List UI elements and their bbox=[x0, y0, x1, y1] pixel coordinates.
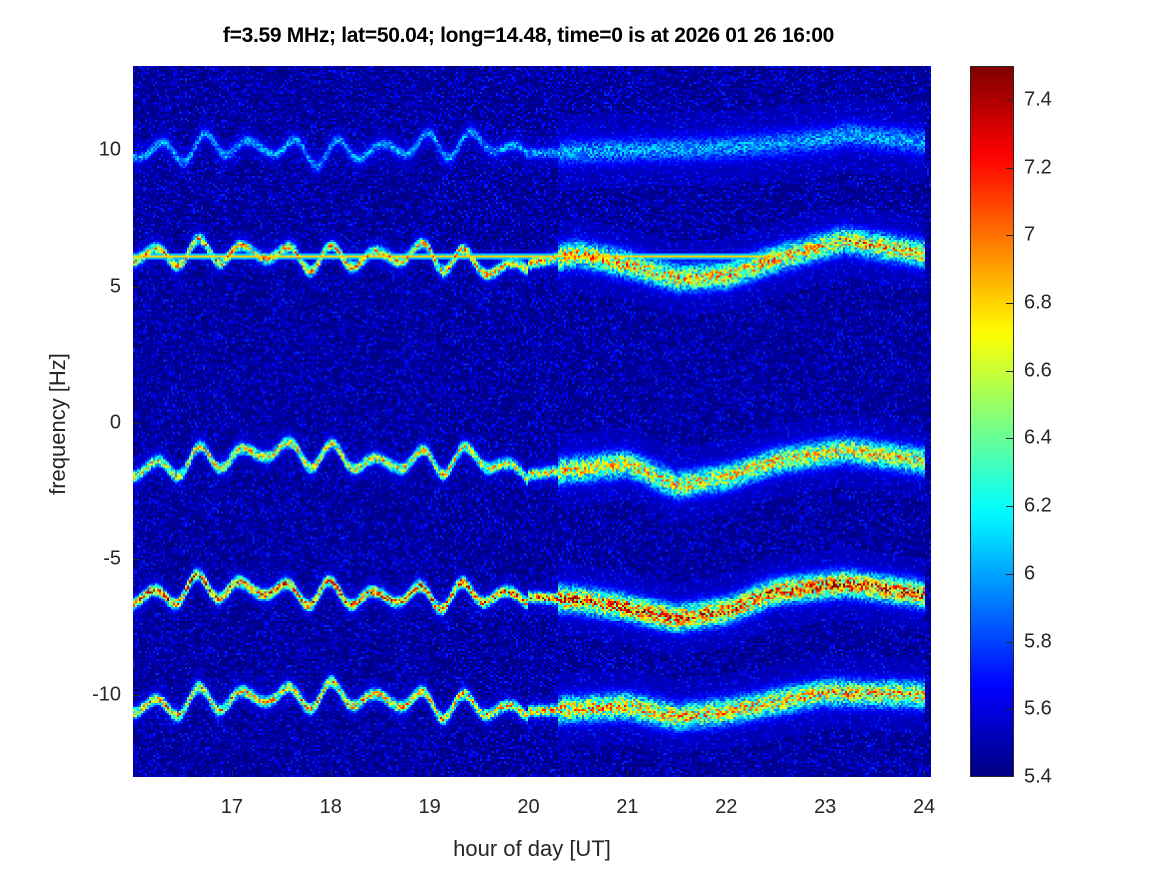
x-tick-label: 18 bbox=[319, 796, 342, 818]
colorbar-tick-mark bbox=[1006, 641, 1013, 643]
x-tick-mark bbox=[825, 770, 827, 777]
spectrogram-plot-area bbox=[133, 66, 931, 777]
y-tick-mark bbox=[133, 150, 140, 152]
y-tick-label: 10 bbox=[98, 138, 121, 161]
colorbar-tick-mark bbox=[1006, 776, 1013, 777]
colorbar-tick-label: 7 bbox=[1024, 223, 1036, 246]
y-tick-mark bbox=[133, 286, 140, 288]
x-tick-label: 22 bbox=[715, 796, 738, 818]
colorbar-tick-mark bbox=[1006, 370, 1013, 372]
x-tick-mark bbox=[924, 770, 926, 777]
x-tick-label: 24 bbox=[912, 796, 936, 818]
colorbar-tick-label: 6.6 bbox=[1024, 359, 1052, 382]
y-tick-label: 0 bbox=[109, 411, 121, 434]
colorbar-tick-mark bbox=[1006, 303, 1013, 304]
y-tick-mark bbox=[133, 695, 140, 697]
colorbar-tick-mark bbox=[1006, 438, 1013, 440]
colorbar bbox=[970, 66, 1014, 777]
colorbar-tick-mark bbox=[1006, 573, 1013, 575]
colorbar-gradient bbox=[971, 67, 1013, 776]
colorbar-tick-label: 5.6 bbox=[1024, 697, 1052, 720]
colorbar-tick-label: 7.2 bbox=[1024, 156, 1052, 179]
colorbar-tick-mark bbox=[1006, 167, 1013, 169]
x-tick-mark bbox=[231, 770, 233, 777]
y-tick-label: -10 bbox=[92, 683, 121, 706]
y-axis-label: frequency [Hz] bbox=[45, 353, 70, 495]
chart-title-text: f=3.59 MHz; lat=50.04; long=14.48, time=… bbox=[222, 24, 835, 47]
x-tick-label: 17 bbox=[220, 796, 243, 818]
x-tick-label: 20 bbox=[517, 796, 540, 818]
colorbar-tick-label: 5.8 bbox=[1024, 630, 1052, 653]
chart-title: f=3.59 MHz; lat=50.04; long=14.48, time=… bbox=[0, 24, 1167, 48]
colorbar-tick-label: 6.4 bbox=[1024, 426, 1052, 449]
x-tick-label: 23 bbox=[814, 796, 837, 818]
x-axis-label: hour of day [UT] bbox=[453, 836, 611, 861]
colorbar-tick-label: 6.8 bbox=[1024, 291, 1052, 314]
y-tick-mark bbox=[133, 422, 140, 424]
colorbar-tick-mark bbox=[1006, 506, 1013, 508]
x-tick-mark bbox=[726, 770, 728, 777]
x-tick-mark bbox=[627, 770, 629, 777]
colorbar-tick-label: 6 bbox=[1024, 562, 1036, 585]
colorbar-tick-label: 5.4 bbox=[1024, 765, 1052, 788]
colorbar-tick-mark bbox=[1006, 235, 1013, 237]
x-tick-label: 19 bbox=[418, 796, 441, 818]
y-tick-mark bbox=[133, 559, 140, 561]
y-tick-label: 5 bbox=[109, 275, 121, 298]
colorbar-tick-label: 6.2 bbox=[1024, 494, 1052, 517]
spectrogram-heatmap bbox=[133, 66, 931, 777]
colorbar-tick-mark bbox=[1006, 99, 1013, 101]
x-tick-label: 21 bbox=[616, 796, 639, 818]
x-tick-mark bbox=[330, 770, 332, 777]
x-tick-mark bbox=[429, 770, 431, 777]
colorbar-tick-mark bbox=[1006, 709, 1013, 711]
y-tick-label: -5 bbox=[103, 547, 121, 570]
colorbar-tick-label: 7.4 bbox=[1024, 88, 1052, 111]
x-tick-mark bbox=[528, 770, 530, 777]
